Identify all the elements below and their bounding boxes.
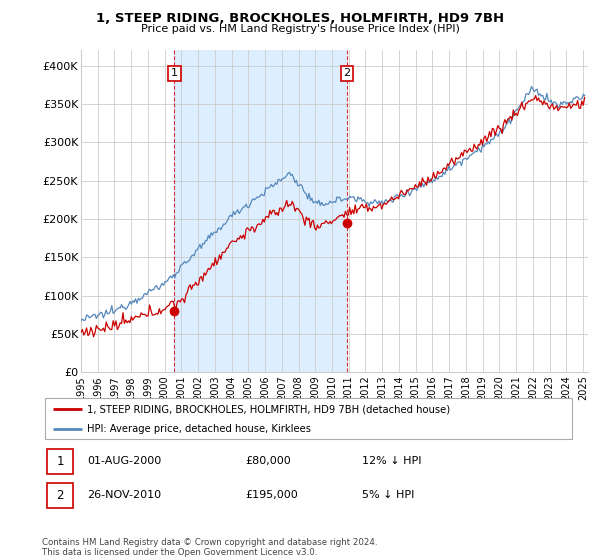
FancyBboxPatch shape: [47, 449, 73, 474]
Text: 5% ↓ HPI: 5% ↓ HPI: [362, 491, 415, 501]
Text: 01-AUG-2000: 01-AUG-2000: [88, 456, 161, 466]
Text: 26-NOV-2010: 26-NOV-2010: [88, 491, 161, 501]
Text: 2: 2: [343, 68, 350, 78]
Bar: [175, 50, 347, 372]
Text: 1: 1: [171, 68, 178, 78]
Text: £80,000: £80,000: [245, 456, 290, 466]
Text: 12% ↓ HPI: 12% ↓ HPI: [362, 456, 422, 466]
Text: 1, STEEP RIDING, BROCKHOLES, HOLMFIRTH, HD9 7BH: 1, STEEP RIDING, BROCKHOLES, HOLMFIRTH, …: [96, 12, 504, 25]
Text: 1, STEEP RIDING, BROCKHOLES, HOLMFIRTH, HD9 7BH (detached house): 1, STEEP RIDING, BROCKHOLES, HOLMFIRTH, …: [88, 404, 451, 414]
Text: £195,000: £195,000: [245, 491, 298, 501]
Text: 2: 2: [56, 489, 64, 502]
FancyBboxPatch shape: [47, 483, 73, 508]
FancyBboxPatch shape: [44, 399, 572, 439]
Text: Contains HM Land Registry data © Crown copyright and database right 2024.
This d: Contains HM Land Registry data © Crown c…: [42, 538, 377, 557]
Text: 1: 1: [56, 455, 64, 468]
Text: HPI: Average price, detached house, Kirklees: HPI: Average price, detached house, Kirk…: [88, 424, 311, 434]
Text: Price paid vs. HM Land Registry's House Price Index (HPI): Price paid vs. HM Land Registry's House …: [140, 24, 460, 34]
